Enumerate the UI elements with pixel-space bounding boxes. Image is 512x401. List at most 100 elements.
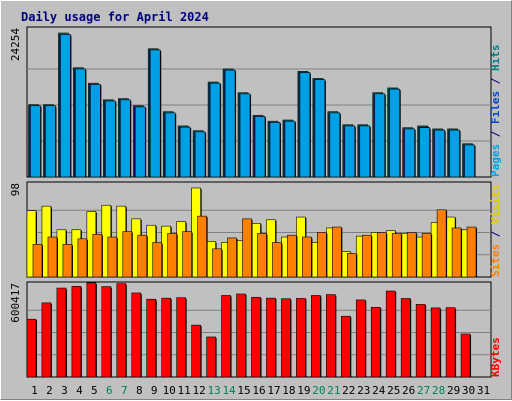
bar-sites-27 — [421, 233, 432, 278]
x-tick-label: 12 — [193, 384, 206, 397]
legend-hits: Pages / Files / Hits — [489, 45, 502, 178]
y-max-label: 600417 — [9, 283, 22, 323]
bar-pages-5 — [90, 84, 101, 178]
bar-kbytes-23 — [355, 299, 366, 378]
bar-pages-22 — [344, 125, 356, 178]
bar-pages-13 — [209, 82, 221, 178]
bar-sites-17 — [272, 242, 282, 278]
x-tick-label: 10 — [163, 384, 176, 397]
x-tick-label: 14 — [222, 384, 236, 397]
bar-kbytes-8 — [131, 292, 142, 378]
bar-kbytes-28 — [430, 307, 441, 378]
bar-sites-8 — [137, 234, 148, 278]
bar-kbytes-16 — [251, 296, 261, 378]
bar-pages-23 — [359, 125, 371, 178]
x-tick-label: 15 — [237, 384, 250, 397]
bar-sites-30 — [466, 226, 477, 278]
bar-kbytes-12 — [191, 324, 201, 378]
x-tick-label: 22 — [342, 384, 355, 397]
bar-pages-15 — [239, 93, 251, 178]
bar-pages-20 — [314, 79, 326, 178]
legend-visits: Sites / Visits — [489, 184, 502, 277]
bar-kbytes-13 — [206, 336, 216, 378]
x-tick-label: 19 — [297, 384, 310, 397]
bar-sites-3 — [62, 244, 73, 278]
bar-pages-26 — [404, 128, 415, 178]
bar-kbytes-25 — [385, 290, 396, 378]
bar-pages-6 — [105, 100, 116, 178]
bar-kbytes-18 — [281, 298, 291, 378]
bar-sites-19 — [302, 236, 312, 278]
bar-pages-11 — [179, 126, 191, 178]
bar-pages-16 — [254, 116, 266, 178]
x-tick-label: 29 — [447, 384, 460, 397]
bar-sites-15 — [242, 218, 252, 278]
bar-kbytes-10 — [161, 297, 171, 378]
legend-part: / — [489, 224, 502, 244]
bar-sites-24 — [376, 232, 387, 278]
legend-part: Sites — [489, 244, 502, 277]
bar-sites-12 — [197, 215, 207, 278]
x-tick-label: 1 — [31, 384, 38, 397]
bar-pages-24 — [374, 93, 386, 178]
panel-visits: 98 Sites / Visits — [9, 181, 502, 278]
bar-sites-26 — [406, 232, 417, 278]
x-tick-label: 6 — [106, 384, 113, 397]
bar-pages-25 — [389, 88, 401, 178]
bar-sites-2 — [47, 236, 58, 278]
bar-pages-18 — [284, 120, 296, 178]
y-max-label: 24254 — [9, 28, 22, 61]
bar-sites-21 — [332, 226, 342, 278]
bar-kbytes-7 — [116, 283, 127, 378]
bar-kbytes-6 — [101, 286, 112, 378]
x-tick-label: 18 — [282, 384, 295, 397]
bar-sites-10 — [167, 233, 177, 278]
bar-pages-9 — [149, 49, 161, 178]
x-tick-label: 9 — [151, 384, 158, 397]
panels-layer: 24254 Pages / Files / Hits 98 Sites / Visit… — [9, 26, 502, 378]
bar-kbytes-17 — [266, 297, 276, 378]
bar-sites-22 — [347, 253, 357, 278]
x-tick-label: 26 — [402, 384, 415, 397]
bar-kbytes-11 — [176, 297, 186, 378]
bar-sites-18 — [287, 234, 297, 278]
bar-sites-14 — [227, 237, 237, 278]
x-tick-label: 17 — [267, 384, 280, 397]
bar-pages-4 — [75, 68, 86, 178]
bar-pages-21 — [329, 112, 341, 178]
bar-pages-30 — [464, 144, 475, 178]
bar-sites-28 — [436, 209, 447, 278]
x-tick-label: 28 — [432, 384, 445, 397]
bar-kbytes-3 — [56, 287, 67, 378]
bar-pages-8 — [134, 106, 146, 178]
chart-title: Daily usage for April 2024 — [21, 10, 209, 24]
bar-pages-3 — [60, 34, 71, 178]
legend-part: KBytes — [489, 337, 502, 377]
bar-sites-13 — [212, 248, 222, 278]
x-tick-label: 27 — [417, 384, 430, 397]
legend-part: Visits — [489, 184, 502, 224]
bar-kbytes-30 — [460, 333, 471, 378]
x-tick-label: 11 — [178, 384, 191, 397]
legend-part: / — [489, 71, 502, 91]
bar-pages-7 — [119, 99, 131, 178]
x-tick-label: 16 — [252, 384, 265, 397]
x-tick-label: 5 — [91, 384, 98, 397]
x-tick-label: 24 — [372, 384, 386, 397]
x-tick-label: 21 — [327, 384, 340, 397]
bar-pages-28 — [434, 129, 445, 178]
legend-part: Hits — [489, 45, 502, 72]
bar-kbytes-22 — [341, 315, 351, 378]
legend-part: / — [489, 124, 502, 144]
legend-kbytes: KBytes — [489, 337, 502, 377]
x-tick-label: 7 — [121, 384, 128, 397]
x-tick-label: 8 — [136, 384, 143, 397]
bar-kbytes-27 — [415, 304, 426, 378]
bar-kbytes-1 — [26, 318, 37, 378]
x-axis: 1 2 3 4 5 6 7 8 9 10 11 12 13 14 15 16 17 18 19 20 21 22 23 24 2… — [31, 384, 490, 397]
panel-hits: 24254 Pages / Files / Hits — [9, 26, 502, 178]
bar-sites-23 — [361, 234, 372, 278]
bar-kbytes-20 — [311, 295, 321, 378]
